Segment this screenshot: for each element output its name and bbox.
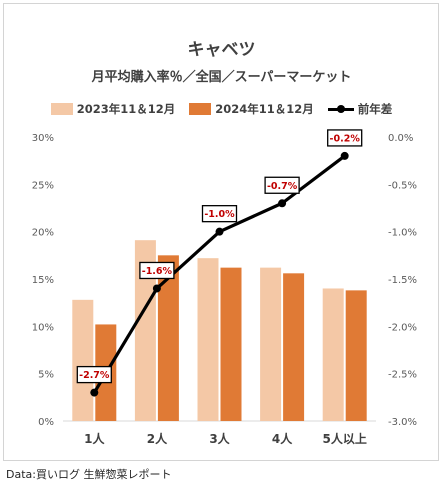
y-right-tick-label: -0.5% [388,180,417,191]
bar-2023-4 [322,288,344,421]
x-tick-label: 5人以上 [323,431,367,446]
y-right-tick-label: -1.5% [388,275,417,286]
legend-label-2024: 2024年11＆12月 [215,102,314,116]
bar-2024-2 [220,267,242,421]
legend-label-diff: 前年差 [357,102,393,116]
diff-label-box-1 [139,261,175,280]
chart-title: キャベツ [187,40,256,60]
diff-label-1: -1.6% [142,266,173,277]
x-tick-label: 3人 [209,431,230,446]
diff-label-box-4 [327,129,363,147]
diff-point-2 [215,227,224,236]
y-right-tick-label: -2.5% [388,370,417,381]
legend-item-2023: 2023年11＆12月 [50,101,176,117]
bar-2024-1 [157,255,179,421]
y-right-tick-label: 0.0% [388,133,413,144]
bar-2023-2 [197,258,219,421]
bar-2023-1 [134,240,156,421]
x-tick-label: 2人 [147,431,168,446]
bar-2023-3 [260,267,282,421]
diff-label-4: -0.2% [330,133,361,144]
bar-2024-3 [283,273,305,421]
diff-label-3: -0.7% [267,181,298,192]
y-left-tick-label: 25% [32,180,54,191]
diff-label-box-2 [201,205,238,223]
bar-2024-4 [345,290,367,421]
legend-swatch-2023 [50,103,73,115]
y-left-tick-label: 5% [38,370,54,381]
diff-point-0 [90,388,99,397]
diff-label-box-3 [264,176,300,194]
y-right-tick-label: -1.0% [388,228,417,239]
y-left-tick-label: 30% [32,133,54,144]
diff-point-3 [278,199,287,208]
y-right-tick-label: -2.0% [388,322,417,333]
diff-label-0: -2.7% [79,370,110,381]
diff-point-1 [152,284,161,293]
x-tick-label: 4人 [272,431,293,446]
y-left-tick-label: 0% [38,417,54,428]
data-source: Data:買いログ 生鮮惣菜レポート [6,468,172,481]
y-left-tick-label: 20% [32,228,54,239]
legend-label-2023: 2023年11＆12月 [76,102,176,116]
legend-item-diff: 前年差 [327,101,393,117]
diff-line [92,154,346,394]
chart-subtitle: 月平均購入率％／全国／スーパーマーケット [91,70,352,85]
bar-2023-0 [72,299,94,421]
diff-point-4 [340,151,349,160]
y-right-tick-label: -3.0% [388,417,417,428]
chart-legend: 2023年11＆12月 2024年11＆12月 前年差 [0,101,443,117]
legend-swatch-2024 [189,103,212,115]
diff-label-box-0 [76,365,112,384]
legend-item-2024: 2024年11＆12月 [189,101,314,117]
legend-swatch-diff [327,103,354,115]
diff-label-2: -1.0% [204,209,235,220]
x-tick-label: 1人 [84,431,105,446]
y-left-tick-label: 10% [32,322,54,333]
y-left-tick-label: 15% [32,275,54,286]
